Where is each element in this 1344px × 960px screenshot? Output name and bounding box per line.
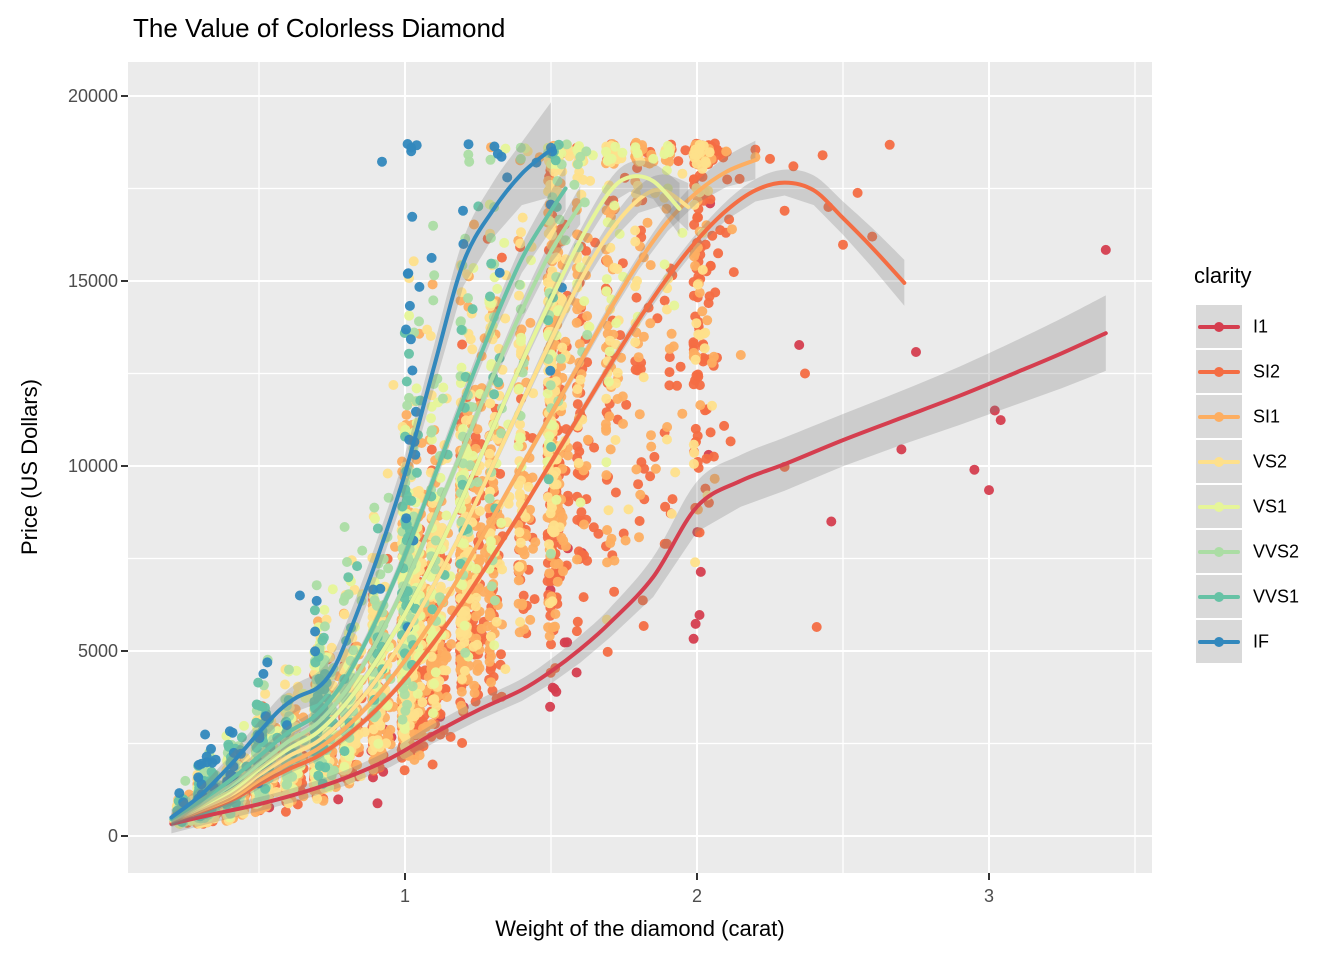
legend-key xyxy=(1196,350,1242,393)
legend-item-label: VS1 xyxy=(1253,496,1288,516)
legend-key xyxy=(1196,575,1242,618)
x-tick-label: 3 xyxy=(983,886,994,906)
legend-item-SI2: SI2 xyxy=(1196,350,1344,393)
legend-key xyxy=(1196,620,1242,663)
y-tick-label: 20000 xyxy=(67,86,118,106)
legend-title: clarity xyxy=(1194,263,1252,288)
legend-key xyxy=(1196,530,1242,573)
legend-key-dot-icon xyxy=(1214,501,1224,512)
axis-tick-marks xyxy=(121,95,990,880)
smooth-layer xyxy=(169,102,1108,834)
legend-item-VS1: VS1 xyxy=(1196,485,1344,528)
legend-key-dot-icon xyxy=(1214,321,1224,332)
legend-item-VS2: VS2 xyxy=(1196,440,1344,483)
y-tick-label: 0 xyxy=(107,826,118,846)
smooth-line-VVS1 xyxy=(169,186,568,821)
legend-key-dot-icon xyxy=(1214,411,1224,422)
smooth-line-IF xyxy=(169,147,553,820)
smooth-line-SI1 xyxy=(169,158,758,824)
y-tick-label: 15000 xyxy=(67,271,118,291)
x-tick-label: 2 xyxy=(691,886,702,906)
legend-item-SI1: SI1 xyxy=(1196,395,1344,438)
smooth-line-VS1 xyxy=(169,174,682,823)
legend-item-VVS1: VVS1 xyxy=(1196,575,1344,618)
legend-item-label: VVS2 xyxy=(1253,541,1300,561)
legend-item-label: SI2 xyxy=(1253,361,1281,381)
legend-item-label: IF xyxy=(1253,631,1269,651)
legend-item-VVS2: VVS2 xyxy=(1196,530,1344,573)
legend-item-IF: IF xyxy=(1196,620,1344,663)
legend-key xyxy=(1196,440,1242,483)
legend-item-I1: I1 xyxy=(1196,305,1344,348)
y-tick-label: 5000 xyxy=(77,641,118,661)
legend-item-label: SI1 xyxy=(1253,406,1281,426)
y-tick-label: 10000 xyxy=(67,456,118,476)
x-axis-title: Weight of the diamond (carat) xyxy=(495,916,785,941)
legend-key-dot-icon xyxy=(1214,366,1224,377)
smooth-line-VVS2 xyxy=(169,203,583,822)
smooth-line-VS2 xyxy=(169,187,691,823)
legend-key xyxy=(1196,485,1242,528)
smooth-line-I1 xyxy=(169,331,1108,826)
plot-title: The Value of Colorless Diamond xyxy=(133,13,506,43)
smooth-line-SI2 xyxy=(169,180,907,824)
legend-item-label: VVS1 xyxy=(1253,586,1300,606)
legend-key xyxy=(1196,305,1242,348)
legend-key-dot-icon xyxy=(1214,456,1224,467)
x-tick-label: 1 xyxy=(399,886,410,906)
y-axis-title: Price (US Dollars) xyxy=(17,378,42,556)
legend-item-label: VS2 xyxy=(1253,451,1288,471)
legend-key-dot-icon xyxy=(1214,636,1224,647)
legend-item-label: I1 xyxy=(1253,316,1269,336)
legend-key-dot-icon xyxy=(1214,546,1224,557)
legend-key xyxy=(1196,395,1242,438)
legend-key-dot-icon xyxy=(1214,591,1224,602)
